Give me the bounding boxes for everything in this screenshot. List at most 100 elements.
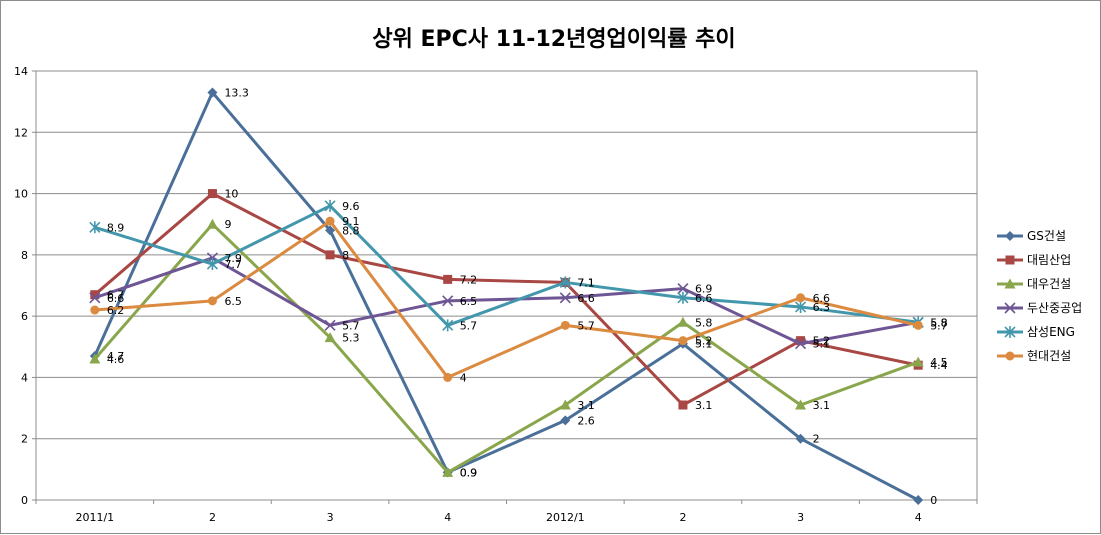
y-tick-label: 0 [21, 494, 28, 507]
data-label: 5.3 [342, 332, 360, 345]
data-point [325, 225, 336, 236]
data-label: 6.7 [107, 289, 125, 302]
legend-item: 현대건설 [997, 349, 1071, 363]
data-label: 3.1 [695, 399, 713, 412]
y-tick-label: 4 [21, 371, 28, 384]
data-labels: 4.7 13.3 8.8 0.9 2.6 5.1 2 0 6.7 10 8 7.2 7.1 3.1 5.2 4… [107, 86, 948, 507]
data-point [913, 320, 923, 330]
data-label: 0 [930, 494, 937, 507]
y-tick-label: 14 [14, 65, 28, 78]
y-tick-label: 10 [14, 188, 28, 201]
data-label: 5.8 [930, 316, 948, 329]
legend-label: 대림산업 [1027, 253, 1071, 267]
x-tick-label: 3 [797, 511, 804, 524]
data-point [559, 292, 571, 304]
series-lines: 4.7 13.3 8.8 0.9 2.6 5.1 2 0 6.7 10 8 7.2 7.1 3.1 5.2 4… [89, 86, 948, 507]
data-point [560, 415, 571, 426]
data-label: 6.6 [577, 292, 595, 305]
data-label: 9.6 [342, 200, 360, 213]
series-line [94, 256, 919, 346]
data-label: 6.6 [813, 292, 831, 305]
data-label: 5.8 [930, 316, 948, 329]
data-label: 5.2 [695, 335, 713, 348]
y-axis-ticks: 0 2 4 6 8 10 12 14 [14, 65, 36, 507]
chart-title: 상위 EPC사 11-12년영업이익률 추이 [372, 27, 735, 52]
data-point [90, 305, 100, 315]
series-line [94, 204, 919, 327]
data-point [1004, 278, 1016, 289]
data-label: 5.7 [930, 319, 948, 332]
legend-label: 두산중공업 [1027, 301, 1082, 315]
data-label: 10 [224, 188, 238, 201]
data-label: 6.6 [695, 292, 713, 305]
x-tick-label: 2 [679, 511, 686, 524]
data-point [677, 291, 689, 304]
series-5 [90, 216, 923, 382]
data-point [678, 400, 688, 410]
x-tick-label: 4 [444, 511, 451, 524]
data-label: 7.1 [577, 276, 595, 289]
data-point [324, 332, 336, 343]
series-line [93, 222, 919, 474]
data-point [796, 293, 806, 303]
data-label: 6.5 [224, 295, 242, 308]
data-label: 4.7 [107, 350, 125, 363]
data-label: 8 [342, 249, 349, 262]
data-point [1004, 326, 1016, 338]
data-point [89, 221, 101, 234]
data-point [442, 295, 454, 307]
data-point [89, 353, 101, 364]
plot-area [35, 70, 978, 501]
data-point [677, 316, 689, 327]
data-point [1005, 231, 1015, 241]
x-tick-label: 2011/1 [75, 511, 114, 524]
y-tick-label: 8 [21, 249, 28, 262]
data-label: 6.6 [107, 292, 125, 305]
data-point [206, 218, 218, 229]
data-point [324, 199, 336, 212]
data-point [677, 282, 689, 295]
data-point [913, 495, 924, 505]
data-label: 7.7 [224, 258, 242, 271]
data-point [559, 276, 571, 289]
data-point [1005, 255, 1015, 265]
data-point [90, 290, 100, 300]
series-line [94, 219, 919, 379]
data-label: 9 [224, 218, 231, 231]
legend-item: 삼성ENG [997, 325, 1075, 339]
data-label: 7.2 [460, 273, 478, 286]
data-label: 5.1 [695, 338, 713, 351]
data-point [207, 296, 217, 306]
data-point [442, 319, 454, 332]
data-label: 0.9 [460, 466, 478, 479]
data-point [912, 356, 924, 367]
data-label: 7.1 [577, 276, 595, 289]
legend-item: GS건설 [997, 229, 1066, 243]
x-tick-label: 2 [209, 511, 216, 524]
data-label: 9.1 [342, 215, 360, 228]
x-tick-label: 3 [327, 511, 334, 524]
data-label: 4 [460, 371, 467, 384]
data-point [89, 292, 101, 304]
legend-label: 현대건설 [1027, 349, 1071, 363]
data-label: 2 [813, 433, 820, 446]
data-label: 6.2 [107, 304, 125, 317]
legend-item: 대우건설 [997, 277, 1071, 291]
gridlines [36, 70, 977, 440]
data-label: 6.9 [695, 283, 713, 296]
data-point [1005, 351, 1015, 361]
data-point [796, 336, 806, 346]
data-label: 5.8 [695, 316, 713, 329]
data-label: 5.1 [813, 338, 831, 351]
data-point [324, 319, 336, 331]
data-label: 5.7 [577, 319, 595, 332]
series-line [93, 192, 919, 407]
data-point [559, 399, 571, 410]
y-tick-label: 2 [21, 433, 28, 446]
legend-label: GS건설 [1027, 229, 1066, 243]
legend-item: 두산중공업 [997, 301, 1082, 315]
x-tick-label: 2012/1 [546, 511, 585, 524]
data-label: 7.9 [224, 252, 242, 265]
